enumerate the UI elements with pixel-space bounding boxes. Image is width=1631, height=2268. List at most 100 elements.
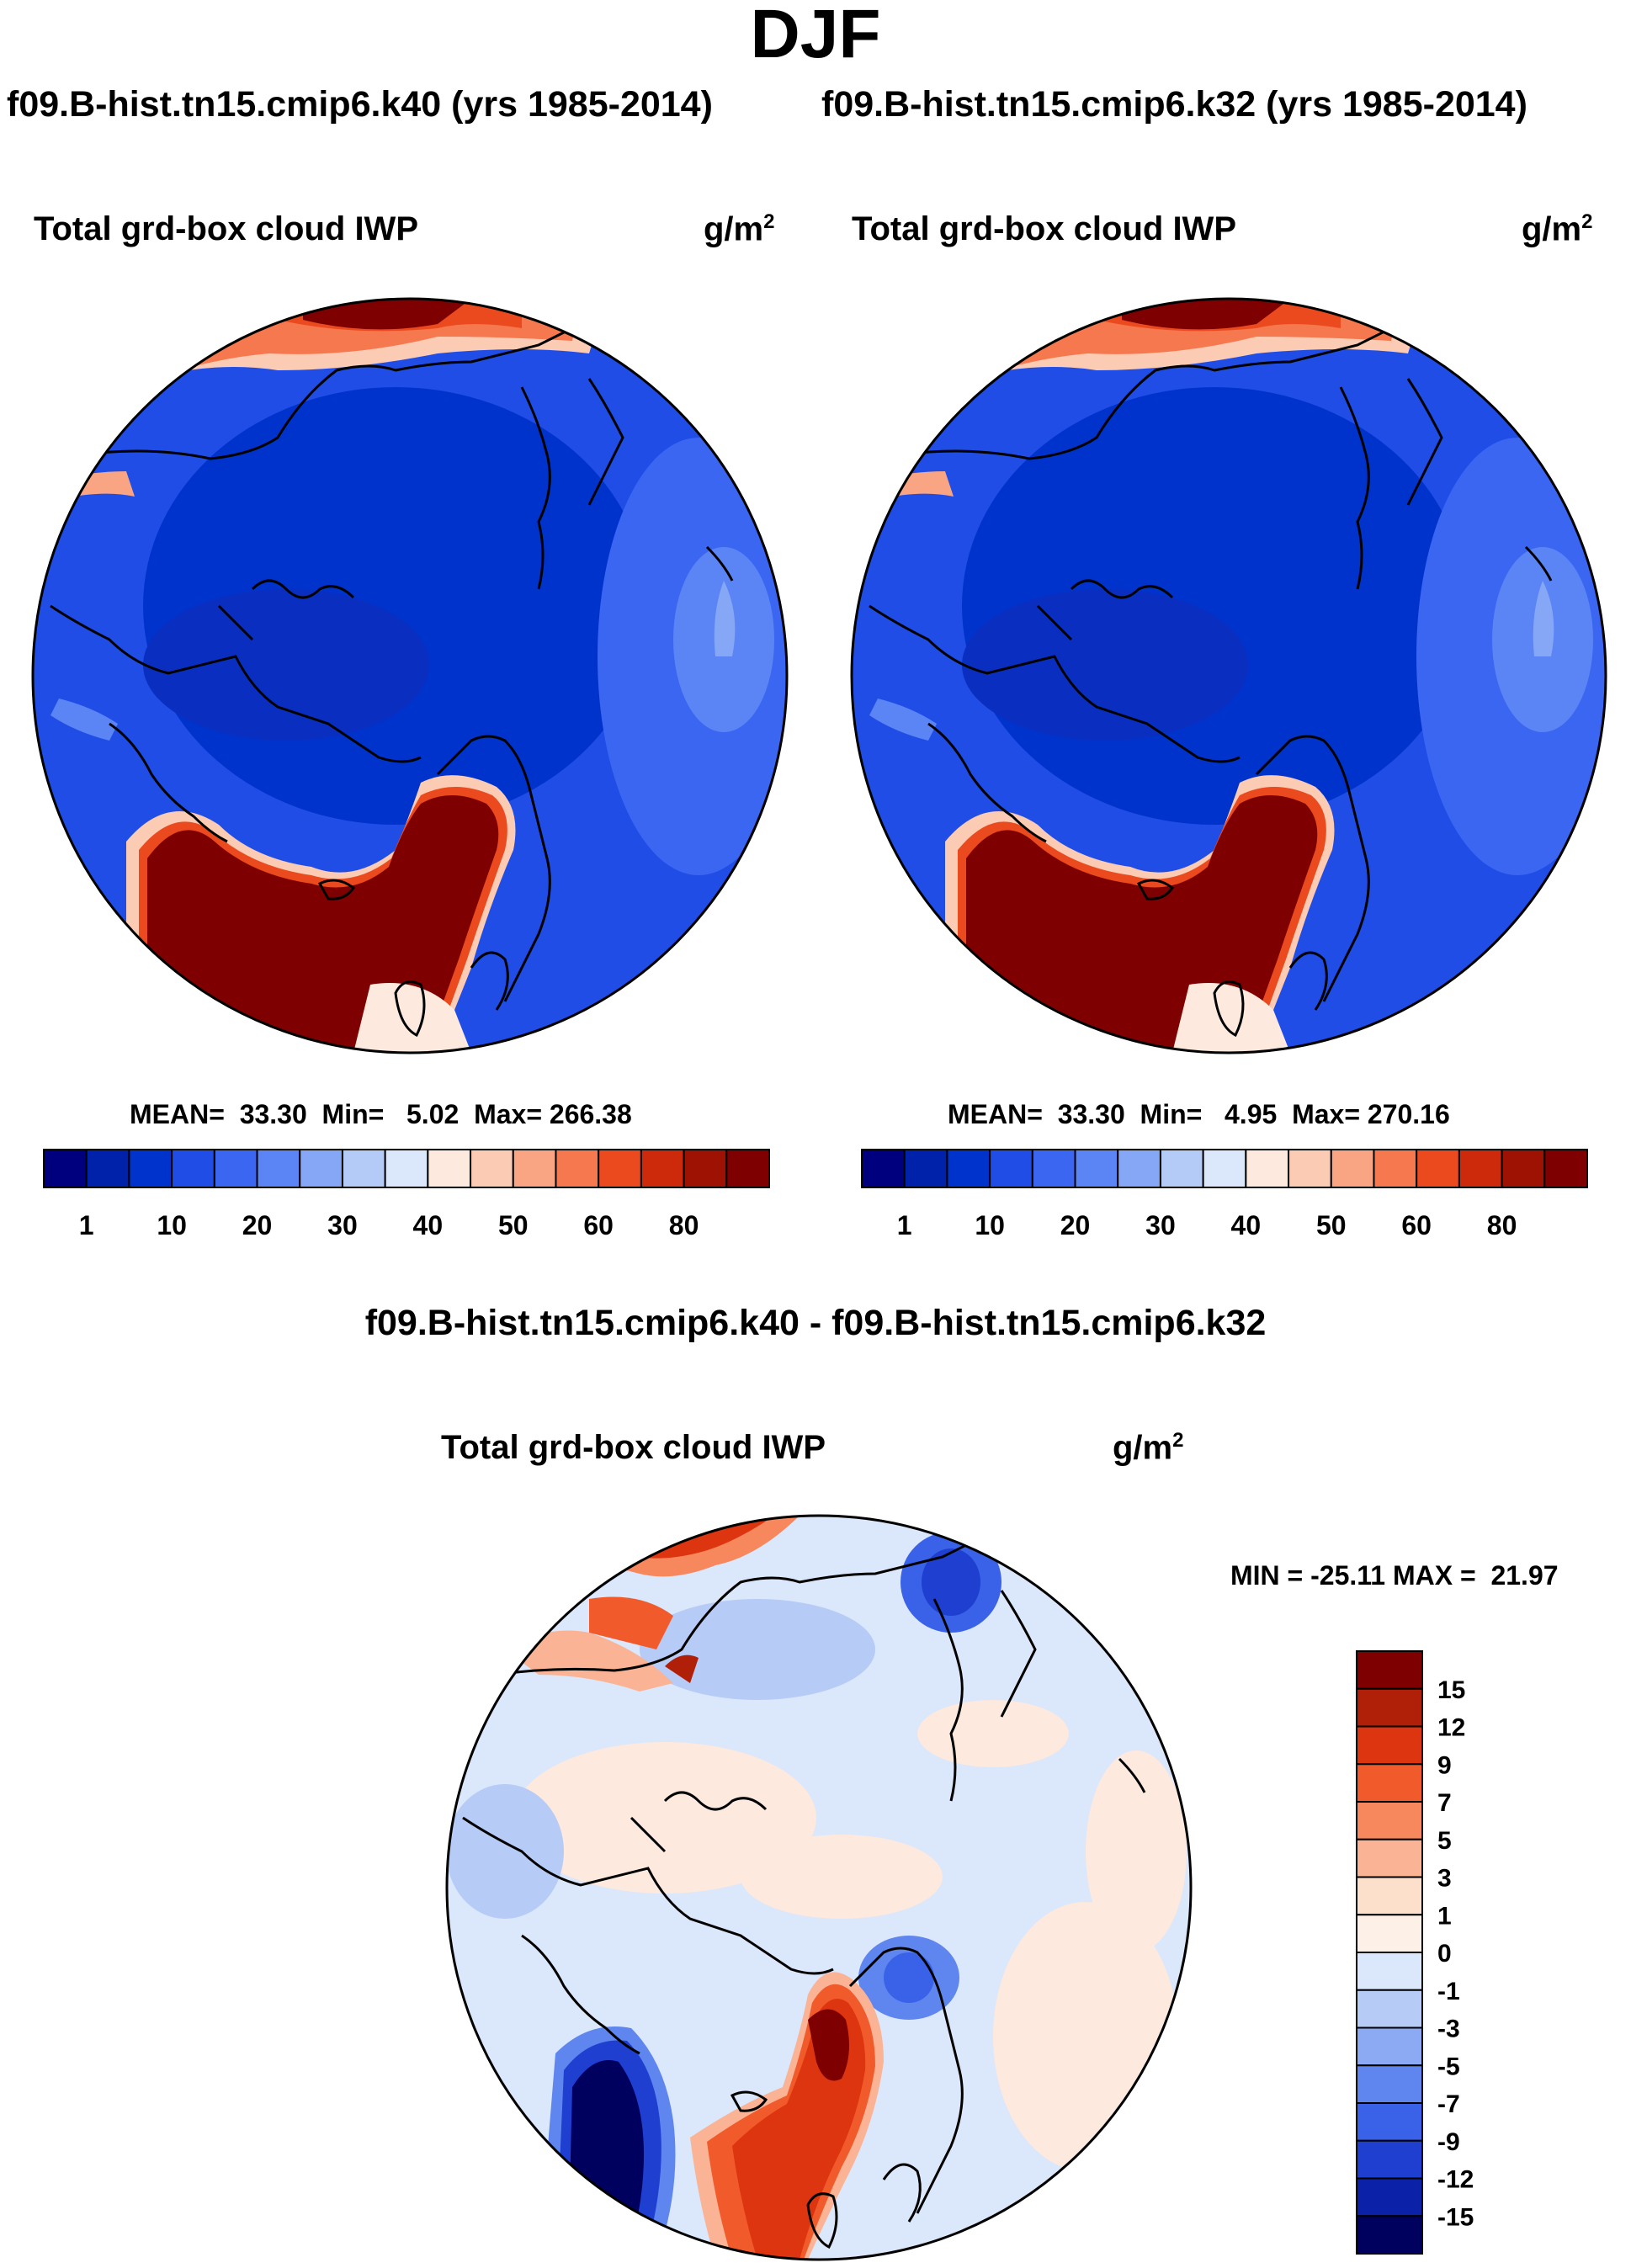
diff-stats: MIN = -25.11 MAX = 21.97 — [1230, 1560, 1559, 1591]
diff-colorbar-swatch — [1356, 2026, 1423, 2067]
left-colorbar-tick-label: 80 — [669, 1210, 699, 1240]
right-colorbar-swatch — [1543, 1149, 1588, 1188]
left-colorbar-tick-label: 20 — [242, 1210, 273, 1240]
left-units: g/m2 — [704, 210, 774, 248]
diff-colorbar: 15 12 9 7 5 3 1 0 -1 -3 -5 -7 -9 -12 -15 — [1356, 1650, 1474, 2255]
right-colorbar-swatch — [1458, 1149, 1503, 1188]
diff-coastlines — [462, 1538, 1146, 2249]
diff-map — [445, 1514, 1193, 2261]
diff-variable-title: Total grd-box cloud IWP — [441, 1429, 826, 1466]
right-colorbar-swatch — [946, 1149, 991, 1188]
left-colorbar-tick-label: 1 — [79, 1210, 94, 1240]
left-colorbar-swatch — [555, 1149, 600, 1188]
right-colorbar-swatch — [989, 1149, 1033, 1188]
right-colorbar-tick-label: 20 — [1060, 1210, 1091, 1240]
left-colorbar-swatch — [256, 1149, 301, 1188]
diff-title: f09.B-hist.tn15.cmip6.k40 - f09.B-hist.t… — [364, 1303, 1267, 1343]
diff-units-exp: 2 — [1172, 1429, 1184, 1452]
right-colorbar-tick-label: 30 — [1145, 1210, 1176, 1240]
diff-colorbar-tick-label: -15 — [1437, 2203, 1474, 2231]
left-colorbar-swatch — [128, 1149, 173, 1188]
diff-colorbar-swatch — [1356, 1763, 1423, 1803]
left-variable-title: Total grd-box cloud IWP — [34, 210, 418, 247]
left-colorbar-swatch — [640, 1149, 685, 1188]
left-colorbar-tick-label: 40 — [413, 1210, 444, 1240]
left-colorbar-swatch — [384, 1149, 429, 1188]
diff-colorbar-swatch — [1356, 1952, 1423, 1991]
diff-colorbar-tick-label: 3 — [1437, 1865, 1452, 1893]
diff-colorbar-tick-label: -12 — [1437, 2166, 1474, 2194]
diff-colorbar-tick-label: 12 — [1437, 1714, 1465, 1742]
right-colorbar-swatch — [1159, 1149, 1204, 1188]
diff-colorbar-swatch — [1356, 2215, 1423, 2255]
diff-colorbar-swatch — [1356, 1876, 1423, 1916]
left-colorbar-swatch — [683, 1149, 728, 1188]
left-map-border — [31, 297, 789, 1054]
right-colorbar-swatch — [1501, 1149, 1546, 1188]
diff-colorbar-tick-label: 15 — [1437, 1676, 1465, 1704]
case-title-right: f09.B-hist.tn15.cmip6.k32 (yrs 1985-2014… — [821, 84, 1527, 125]
right-colorbar-swatch — [1117, 1149, 1161, 1188]
diff-colorbar-swatch — [1356, 1914, 1423, 1953]
right-colorbar-swatch — [1288, 1149, 1332, 1188]
diff-map-field — [447, 1516, 1191, 2260]
diff-colorbar-tick-label: 1 — [1437, 1902, 1452, 1930]
diff-colorbar-tick-label: -9 — [1437, 2128, 1460, 2156]
right-colorbar-swatch — [1373, 1149, 1418, 1188]
right-colorbar-swatch — [1330, 1149, 1375, 1188]
left-colorbar-swatch — [213, 1149, 258, 1188]
right-units-base: g/m — [1522, 210, 1582, 248]
diff-colorbar-tick-label: -3 — [1437, 2016, 1460, 2043]
right-colorbar-tick-label: 10 — [975, 1210, 1005, 1240]
diff-colorbar-tick-label: 7 — [1437, 1789, 1452, 1817]
right-map — [850, 297, 1607, 1054]
diff-colorbar-swatch — [1356, 1989, 1423, 2029]
diff-units: g/m2 — [1113, 1429, 1183, 1467]
case-title-left: f09.B-hist.tn15.cmip6.k40 (yrs 1985-2014… — [7, 84, 713, 125]
diff-colorbar-swatch — [1356, 2177, 1423, 2218]
left-map-field — [33, 299, 787, 1053]
diff-colorbar-tick-label: 5 — [1437, 1827, 1452, 1855]
figure-season-title: DJF — [750, 0, 881, 72]
diff-colorbar-tick-label: -7 — [1437, 2090, 1460, 2118]
diff-colorbar-tick-label: 0 — [1437, 1940, 1452, 1968]
right-colorbar-swatch — [1031, 1149, 1076, 1188]
left-colorbar-swatch — [512, 1149, 557, 1188]
left-colorbar-swatch — [85, 1149, 130, 1188]
right-colorbar-tick-label: 50 — [1316, 1210, 1347, 1240]
right-colorbar-swatch — [1416, 1149, 1460, 1188]
diff-colorbar-tick-label: -1 — [1437, 1978, 1460, 2005]
left-map — [31, 297, 789, 1054]
left-colorbar: 1 10 20 30 40 50 60 80 — [43, 1149, 771, 1240]
right-map-field — [852, 299, 1606, 1053]
left-colorbar-swatch — [598, 1149, 642, 1188]
left-units-exp: 2 — [763, 210, 775, 233]
diff-colorbar-swatch — [1356, 2064, 1423, 2104]
right-map-border — [850, 297, 1607, 1054]
right-stats: MEAN= 33.30 Min= 4.95 Max= 270.16 — [948, 1099, 1450, 1129]
left-colorbar-swatch — [43, 1149, 88, 1188]
right-colorbar-swatch — [861, 1149, 906, 1188]
left-colorbar-swatch — [341, 1149, 386, 1188]
diff-colorbar-tick-label: -5 — [1437, 2053, 1460, 2080]
diff-colorbar-swatch — [1356, 1838, 1423, 1878]
right-units-exp: 2 — [1581, 210, 1593, 233]
left-colorbar-tick-label: 10 — [157, 1210, 187, 1240]
left-units-base: g/m — [704, 210, 764, 248]
left-colorbar-swatch — [299, 1149, 343, 1188]
left-colorbar-tick-label: 60 — [583, 1210, 614, 1240]
diff-colorbar-swatch — [1356, 2139, 1423, 2180]
diff-units-base: g/m — [1113, 1429, 1173, 1467]
diff-colorbar-swatch — [1356, 1650, 1423, 1690]
right-colorbar-swatch — [1245, 1149, 1290, 1188]
left-colorbar-swatch — [427, 1149, 472, 1188]
right-colorbar-tick-label: 60 — [1401, 1210, 1432, 1240]
right-colorbar-swatch — [1074, 1149, 1119, 1188]
diff-colorbar-swatch — [1356, 1725, 1423, 1766]
right-coastlines — [869, 327, 1553, 1038]
right-colorbar-tick-label: 1 — [897, 1210, 912, 1240]
left-colorbar-swatch — [470, 1149, 514, 1188]
left-colorbar-swatch — [725, 1149, 771, 1188]
diff-map-border — [445, 1514, 1193, 2261]
